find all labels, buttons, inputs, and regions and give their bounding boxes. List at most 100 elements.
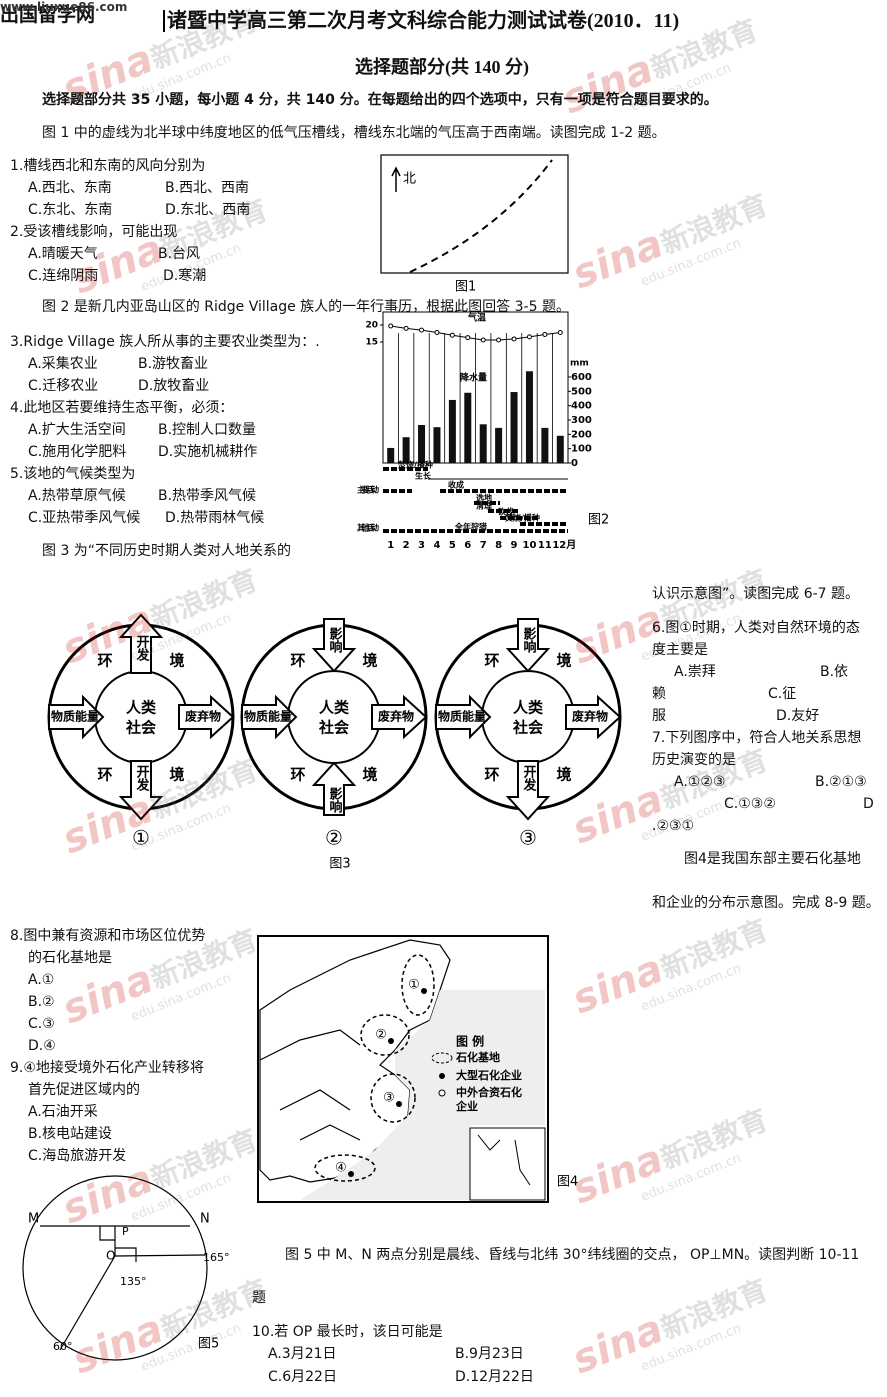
figure-label: 0 [571, 458, 578, 469]
text-line: D.寒潮 [163, 268, 207, 284]
sea-fill [300, 990, 545, 1200]
figure-label: 300 [571, 415, 592, 426]
text-line: 历史演变的是 [652, 752, 736, 768]
figure-label: 图3 [329, 857, 350, 872]
text-line: 10.若 OP 最长时，该日可能是 [252, 1324, 443, 1340]
text-line: C.东北、东南 [28, 202, 113, 218]
petrochemical-base [314, 1154, 376, 1182]
figure-label: P [122, 1225, 129, 1238]
figure-label: 开发 [134, 635, 151, 662]
figure-label: 60° [53, 1340, 73, 1353]
figure-label: 7 [480, 540, 487, 551]
text-line: C.亚热带季风气候 [28, 510, 141, 526]
instructions: 选择题部分共 35 小题，每小题 4 分，共 140 分。在每题给出的四个选项中… [42, 92, 718, 108]
figure-label: 境 [362, 766, 377, 784]
figure-label: 4 [433, 540, 440, 551]
figure-label: 20 [365, 321, 378, 331]
footer-url: www.liuxue86.com [0, 0, 128, 14]
legend-dot [439, 1073, 445, 1079]
text-line: 题 [252, 1290, 266, 1306]
text-line: C.征 [768, 686, 797, 702]
text-line: D.12月22日 [455, 1369, 534, 1385]
text-line: C.③ [28, 1016, 55, 1032]
text-line: C.①③② [724, 796, 776, 812]
enterprise-dot [348, 1171, 354, 1177]
figure-label: 收成 [448, 480, 464, 490]
figure-label: 影响 [521, 626, 537, 654]
text-line: A.西北、东南 [28, 180, 112, 196]
figure-label: 100 [571, 444, 592, 455]
text-line: 7.下列图序中，符合人地关系思想 [652, 730, 862, 746]
footer-logo: 出国留学网 [0, 4, 96, 26]
figure-label: 北 [403, 172, 416, 187]
figure-label: 环 [290, 766, 305, 784]
figure-label: 主要活动 [357, 485, 379, 495]
figure-label: 环 [484, 766, 499, 784]
text-line: B.热带季风气候 [158, 488, 257, 504]
figure-label: 社会 [512, 719, 543, 737]
figure-label: ① [132, 826, 150, 850]
vertical-arrow [505, 618, 551, 673]
figure-label: 15 [365, 338, 378, 348]
text-line: 服 [652, 708, 666, 724]
text-line: A.3月21日 [268, 1346, 337, 1362]
figure-label: 全年狩猎 [454, 522, 487, 532]
figure-label: 图 例 [456, 1034, 484, 1049]
text-line: B.核电站建设 [28, 1126, 113, 1142]
figure-label: 气温 [467, 312, 486, 324]
input-arrow [241, 694, 298, 740]
figure-label: 10 [522, 540, 536, 551]
precipitation-bar [541, 427, 549, 463]
figure-label: 400 [571, 401, 592, 412]
text-line: 图 2 是新几内亚岛山区的 Ridge Village 族人的一年行事历，根据此… [42, 299, 570, 315]
text-line: 图 5 中 M、N 两点分别是晨线、昏线与北纬 30°纬线圈的交点， OP⊥MN… [285, 1247, 860, 1263]
text-line: 6.图①时期，人类对自然环境的态 [652, 620, 860, 636]
petrochemical-base [401, 954, 435, 1016]
text-line: C.海岛旅游开发 [28, 1148, 127, 1164]
temperature-point [557, 329, 563, 335]
precipitation-bar [387, 447, 395, 463]
figure-label: 废弃物 [572, 709, 608, 724]
figure-label: 人类 [126, 699, 157, 717]
text-line: 图 1 中的虚线为北半球中纬度地区的低气压槽线，槽线东北端的气压高于西南端。读图… [42, 125, 666, 141]
enterprise-dot [421, 988, 427, 994]
enterprise-dot [388, 1038, 394, 1044]
vertical-arrow [311, 618, 357, 673]
text-line: 首先促进区域内的 [28, 1082, 140, 1098]
text-line: B.②①③ [815, 774, 867, 790]
temperature-point [480, 337, 486, 343]
inner-circle [287, 670, 381, 764]
precipitation-bar [464, 392, 472, 463]
figure-label: 物质能量 [244, 709, 292, 724]
section-title: 选择题部分(共 140 分) [355, 57, 529, 77]
text-line: A.① [28, 972, 55, 988]
figure-label: 石化基地 [455, 1050, 500, 1064]
figure-label: 165° [203, 1251, 230, 1264]
figure-label: 生长 [415, 471, 432, 481]
figure-label: ④ [335, 1161, 347, 1176]
input-arrow [48, 694, 105, 740]
text-line: B.9月23日 [455, 1346, 524, 1362]
text-line: 9.④地接受境外石化产业转移将 [10, 1060, 204, 1076]
figure-label: 人类 [513, 699, 544, 717]
figure-label: 200 [571, 429, 592, 440]
enterprise-dot [396, 1101, 402, 1107]
text-line: 3.Ridge Village 族人所从事的主要农业类型为：. [10, 334, 320, 350]
figure-label: 开发 [134, 765, 151, 792]
figure-label: 选地 [476, 493, 492, 503]
precipitation-bar [433, 427, 441, 463]
text-line: D.热带雨林气候 [165, 510, 265, 526]
north-arrow [391, 166, 401, 192]
text-line: 赖 [652, 686, 666, 702]
text-line: .②③① [652, 818, 695, 834]
text-line: 度主要是 [652, 642, 708, 658]
figure-label: 人类 [319, 699, 350, 717]
vertical-arrow [118, 760, 164, 821]
text-line: 和企业的分布示意图。完成 8-9 题。 [652, 895, 880, 911]
figure-label: ② [325, 826, 343, 850]
figure-label: 环 [290, 652, 305, 670]
figure-label: ③ [519, 826, 537, 850]
temperature-point [388, 323, 394, 329]
